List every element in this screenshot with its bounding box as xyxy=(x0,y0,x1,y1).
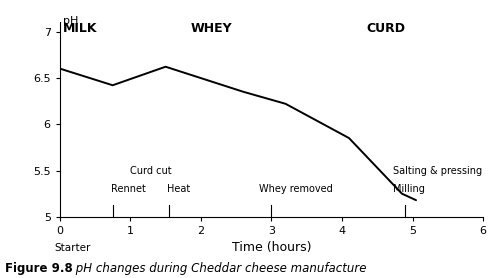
Text: Figure 9.8: Figure 9.8 xyxy=(5,262,73,275)
Text: Milling: Milling xyxy=(393,184,425,194)
Text: Rennet: Rennet xyxy=(111,184,145,194)
Text: MILK: MILK xyxy=(63,22,98,35)
Text: pH: pH xyxy=(63,16,79,26)
Text: Heat: Heat xyxy=(167,184,190,194)
Text: Salting & pressing: Salting & pressing xyxy=(393,165,482,175)
Text: Starter: Starter xyxy=(54,243,91,253)
Text: Whey removed: Whey removed xyxy=(259,184,333,194)
Text: pH changes during Cheddar cheese manufacture: pH changes during Cheddar cheese manufac… xyxy=(72,262,367,275)
Text: WHEY: WHEY xyxy=(190,22,232,35)
Text: Curd cut: Curd cut xyxy=(130,165,172,175)
Text: CURD: CURD xyxy=(367,22,406,35)
X-axis label: Time (hours): Time (hours) xyxy=(232,241,311,254)
